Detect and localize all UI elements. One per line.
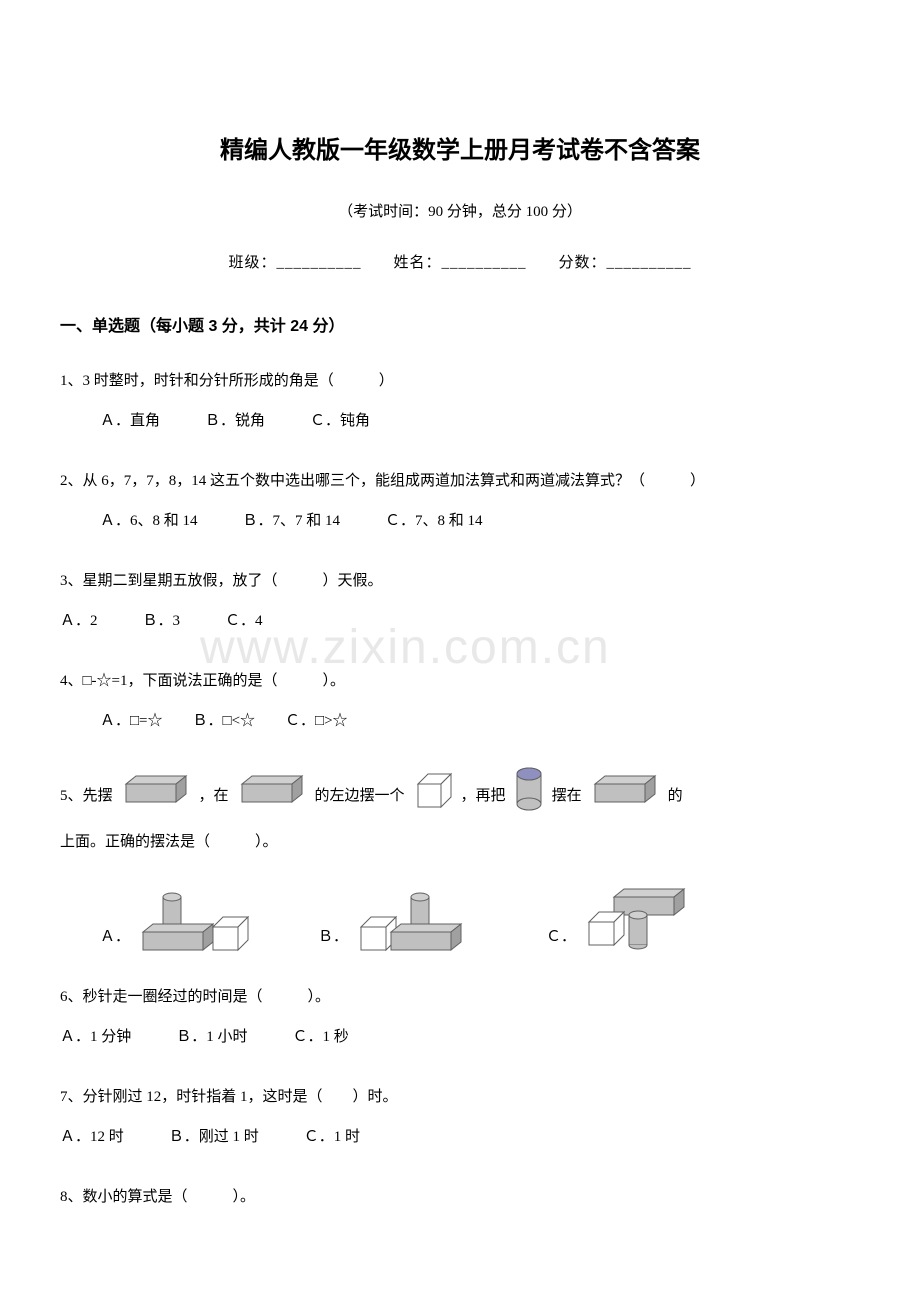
q5-option-a: Ａ． <box>100 882 258 952</box>
q5-prefix: 5、先摆 <box>60 778 113 816</box>
q5-optA-label: Ａ． <box>100 922 130 952</box>
q5-suffix: 的 <box>668 778 683 816</box>
q4-options: Ａ．□=☆ Ｂ．□<☆ Ｃ．□>☆ <box>60 706 860 736</box>
question-4: 4、□-☆=1，下面说法正确的是（ ）。 Ａ．□=☆ Ｂ．□<☆ Ｃ．□>☆ <box>60 666 860 736</box>
question-7: 7、分针刚过 12，时针指着 1，这时是（ ）时。 Ａ．12 时 Ｂ．刚过 1 … <box>60 1082 860 1152</box>
cube-icon <box>413 769 453 825</box>
question-1: 1、3 时整时，时针和分针所形成的角是（ ） Ａ．直角 Ｂ．锐角 Ｃ．钝角 <box>60 366 860 436</box>
student-info-line: 班级：__________ 姓名：__________ 分数：_________… <box>60 251 860 272</box>
question-6: 6、秒针走一圈经过的时间是（ ）。 Ａ．1 分钟 Ｂ．1 小时 Ｃ．1 秒 <box>60 982 860 1052</box>
q5-mid2: 的左边摆一个 <box>315 778 405 816</box>
arrangement-b-icon <box>356 882 486 952</box>
q2-options: Ａ．6、8 和 14 Ｂ．7、7 和 14 Ｃ．7、8 和 14 <box>60 506 860 536</box>
arrangement-a-icon <box>138 882 258 952</box>
exam-info: （考试时间：90 分钟，总分 100 分） <box>60 200 860 221</box>
q2-text: 2、从 6，7，7，8，14 这五个数中选出哪三个，能组成两道加法算式和两道减法… <box>60 466 860 496</box>
cylinder-icon <box>514 766 544 827</box>
q1-text: 1、3 时整时，时针和分针所形成的角是（ ） <box>60 366 860 396</box>
page-title: 精编人教版一年级数学上册月考试卷不含答案 <box>60 130 860 165</box>
q5-mid1: ，在 <box>199 778 229 816</box>
question-2: 2、从 6，7，7，8，14 这五个数中选出哪三个，能组成两道加法算式和两道减法… <box>60 466 860 536</box>
q5-option-b: Ｂ． <box>318 882 486 952</box>
q6-text: 6、秒针走一圈经过的时间是（ ）。 <box>60 982 860 1012</box>
cuboid-icon <box>590 774 660 820</box>
q5-optB-label: Ｂ． <box>318 922 348 952</box>
q5-line2: 上面。正确的摆法是（ ）。 <box>60 827 860 857</box>
q6-options: Ａ．1 分钟 Ｂ．1 小时 Ｃ．1 秒 <box>60 1022 860 1052</box>
question-5: 5、先摆 ，在 的左边摆一个 <box>60 766 860 952</box>
question-8: 8、数小的算式是（ ）。 <box>60 1182 860 1212</box>
question-3: 3、星期二到星期五放假，放了（ ）天假。 Ａ．2 Ｂ．3 Ｃ．4 <box>60 566 860 636</box>
q5-option-c: Ｃ． <box>546 877 704 952</box>
q4-text: 4、□-☆=1，下面说法正确的是（ ）。 <box>60 666 860 696</box>
q5-arrangements: Ａ． Ｂ． <box>60 877 860 952</box>
q3-text: 3、星期二到星期五放假，放了（ ）天假。 <box>60 566 860 596</box>
q1-options: Ａ．直角 Ｂ．锐角 Ｃ．钝角 <box>60 406 860 436</box>
q5-line1: 5、先摆 ，在 的左边摆一个 <box>60 766 860 827</box>
cuboid-icon <box>237 774 307 820</box>
q5-mid4: 摆在 <box>552 778 582 816</box>
q5-optC-label: Ｃ． <box>546 922 576 952</box>
q7-text: 7、分针刚过 12，时针指着 1，这时是（ ）时。 <box>60 1082 860 1112</box>
q7-options: Ａ．12 时 Ｂ．刚过 1 时 Ｃ．1 时 <box>60 1122 860 1152</box>
section-1-header: 一、单选题（每小题 3 分，共计 24 分） <box>60 312 860 336</box>
q5-mid3: ，再把 <box>461 778 506 816</box>
page-content: 精编人教版一年级数学上册月考试卷不含答案 （考试时间：90 分钟，总分 100 … <box>60 130 860 1212</box>
q8-text: 8、数小的算式是（ ）。 <box>60 1182 860 1212</box>
q3-options: Ａ．2 Ｂ．3 Ｃ．4 <box>60 606 860 636</box>
cuboid-icon <box>121 774 191 820</box>
arrangement-c-icon <box>584 877 704 952</box>
